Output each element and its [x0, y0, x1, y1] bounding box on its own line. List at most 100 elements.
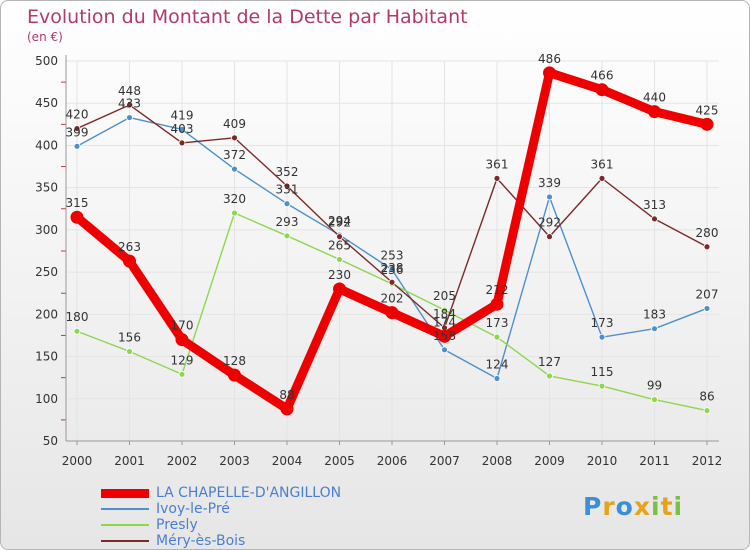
- logo-letter: x: [633, 492, 651, 521]
- data-label: 440: [643, 91, 666, 105]
- data-point: [126, 101, 133, 109]
- y-tick-label: 100: [35, 392, 58, 406]
- data-point: [178, 125, 186, 133]
- grid-lines: [66, 60, 719, 442]
- unit-label: (en €): [27, 30, 63, 44]
- x-tick-label: 2007: [429, 454, 460, 468]
- data-label: 238: [381, 261, 404, 275]
- data-label: 313: [643, 198, 666, 212]
- data-label: 409: [223, 117, 246, 131]
- y-tick-label: 500: [35, 54, 58, 68]
- data-point: [598, 174, 606, 182]
- data-label: 253: [381, 249, 404, 263]
- data-label: 263: [118, 240, 141, 254]
- y-tick-label: 450: [35, 96, 58, 110]
- x-tick-label: 2009: [534, 454, 565, 468]
- data-label: 174: [433, 315, 456, 329]
- data-label: 466: [591, 69, 614, 83]
- x-tick-label: 2004: [272, 454, 303, 468]
- data-point: [651, 325, 658, 333]
- chart-title: Evolution du Montant de la Dette par Hab…: [27, 6, 468, 28]
- data-label: 320: [223, 192, 246, 206]
- data-label: 372: [223, 148, 246, 162]
- data-point: [700, 117, 714, 131]
- data-point: [280, 402, 294, 416]
- data-label: 361: [486, 157, 509, 171]
- data-label: 292: [538, 216, 561, 230]
- data-label: 170: [171, 319, 194, 333]
- data-point: [178, 139, 186, 147]
- data-point: [651, 396, 658, 404]
- data-label: 419: [171, 108, 194, 122]
- data-point: [543, 66, 556, 80]
- data-point: [595, 83, 609, 97]
- data-point: [70, 210, 84, 224]
- x-tick-label: 2000: [62, 454, 93, 468]
- data-point: [73, 125, 81, 132]
- data-label: 265: [328, 238, 351, 252]
- data-label: 156: [118, 330, 141, 344]
- logo-letter: o: [615, 492, 634, 521]
- data-point: [283, 200, 291, 208]
- data-label: 420: [66, 108, 89, 122]
- data-label: 127: [538, 355, 561, 369]
- data-point: [126, 348, 133, 355]
- data-label: 129: [171, 353, 194, 367]
- data-point: [493, 174, 501, 182]
- data-label: 180: [66, 310, 89, 324]
- y-tick-label: 400: [35, 138, 58, 152]
- data-label: 236: [381, 263, 404, 277]
- data-point: [703, 407, 711, 415]
- data-label: 331: [276, 183, 299, 197]
- data-point: [438, 329, 451, 343]
- legend-swatch: [101, 488, 149, 498]
- data-label: 294: [328, 214, 351, 228]
- logo-letter: r: [602, 492, 616, 521]
- data-point: [283, 232, 291, 240]
- data-label: 124: [486, 358, 509, 372]
- data-point: [73, 327, 81, 335]
- data-label: 403: [171, 122, 194, 136]
- data-point: [385, 306, 399, 320]
- x-tick-label: 2005: [324, 454, 355, 468]
- y-tick-label: 350: [35, 181, 58, 195]
- series-layer: [70, 66, 714, 416]
- data-label: 315: [66, 196, 89, 210]
- legend-label: Méry-ès-Bois: [156, 533, 246, 549]
- legend-swatch: [101, 508, 149, 510]
- data-point: [231, 209, 238, 217]
- data-label: 99: [647, 379, 662, 393]
- data-point: [123, 254, 136, 268]
- proxiti-logo: Proxiti: [583, 492, 683, 521]
- data-label: 88: [279, 388, 294, 402]
- legend-label: LA CHAPELLE-D'ANGILLON: [156, 485, 342, 501]
- y-tick-label: 250: [35, 265, 58, 279]
- data-label: 205: [433, 289, 456, 303]
- data-point: [651, 215, 658, 223]
- x-tick-label: 2012: [692, 454, 723, 468]
- data-point: [336, 256, 343, 263]
- logo-letter: i: [673, 492, 684, 521]
- data-point: [441, 306, 448, 314]
- data-label: 207: [696, 287, 719, 301]
- legend-label: Presly: [156, 517, 198, 533]
- data-point: [126, 114, 133, 121]
- data-point: [178, 370, 186, 378]
- x-tick-label: 2003: [219, 454, 250, 468]
- data-label: 399: [66, 125, 89, 139]
- data-point: [441, 346, 448, 354]
- data-label: 183: [643, 308, 666, 322]
- data-point: [333, 282, 346, 296]
- data-label: 433: [118, 97, 141, 111]
- data-labels: 315 263 170 128 88 230 202 174 212 486 466 440 425 39…: [66, 52, 719, 404]
- data-point: [175, 333, 189, 347]
- data-point: [283, 182, 291, 190]
- logo-letter: P: [583, 492, 603, 521]
- y-tick-label: 150: [35, 350, 58, 364]
- data-point: [493, 375, 501, 382]
- x-tick-label: 2011: [639, 454, 670, 468]
- data-label: 173: [486, 316, 509, 330]
- data-label: 361: [591, 157, 614, 171]
- data-point: [231, 134, 238, 142]
